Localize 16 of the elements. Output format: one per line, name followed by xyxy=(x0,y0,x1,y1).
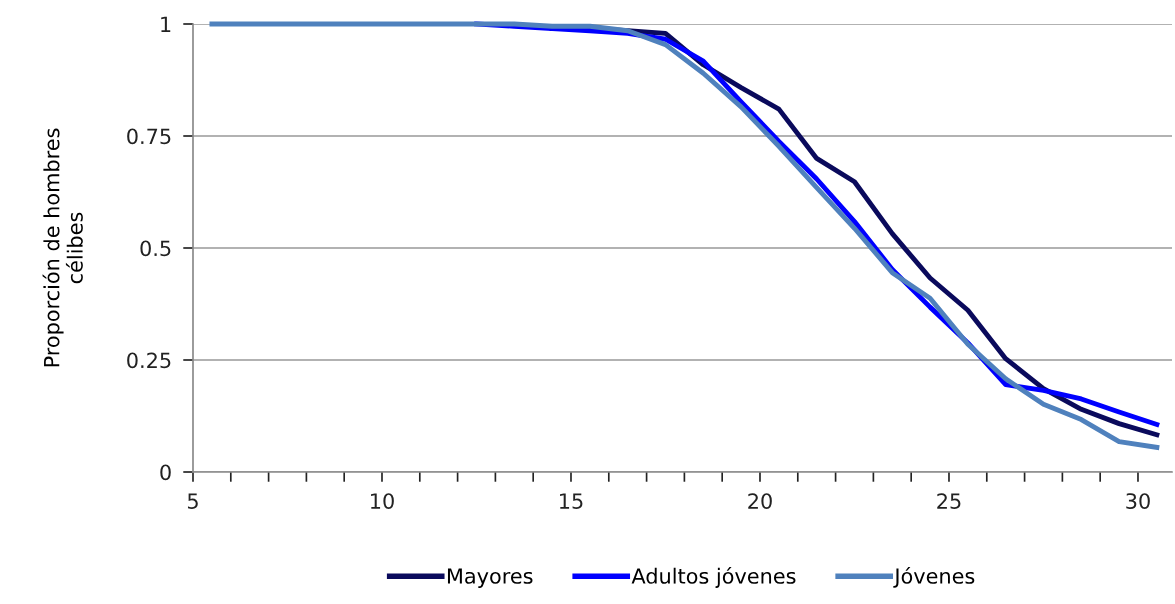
x-tick-label: 30 xyxy=(1126,493,1150,509)
legend-label: Jóvenes xyxy=(893,566,975,588)
line-series xyxy=(209,21,1160,450)
legend-label: Mayores xyxy=(447,568,533,588)
y-axis-title: Proporción de hombres célibes xyxy=(42,128,83,367)
y-tick-label: 0.75 xyxy=(127,128,171,145)
y-tick-label: 1 xyxy=(161,16,171,32)
x-tick-label: 5 xyxy=(187,493,198,509)
x-tick-label: 25 xyxy=(937,493,961,509)
y-tick-label: 0 xyxy=(160,464,171,481)
y-tick-label: 0.5 xyxy=(140,240,171,257)
x-tick-label: 10 xyxy=(371,493,394,509)
y-tick-label: 0.25 xyxy=(127,352,171,369)
x-tick-label: 20 xyxy=(748,493,772,509)
x-tick-label: 15 xyxy=(560,493,583,509)
legend-label: Adultos jóvenes xyxy=(631,566,796,588)
